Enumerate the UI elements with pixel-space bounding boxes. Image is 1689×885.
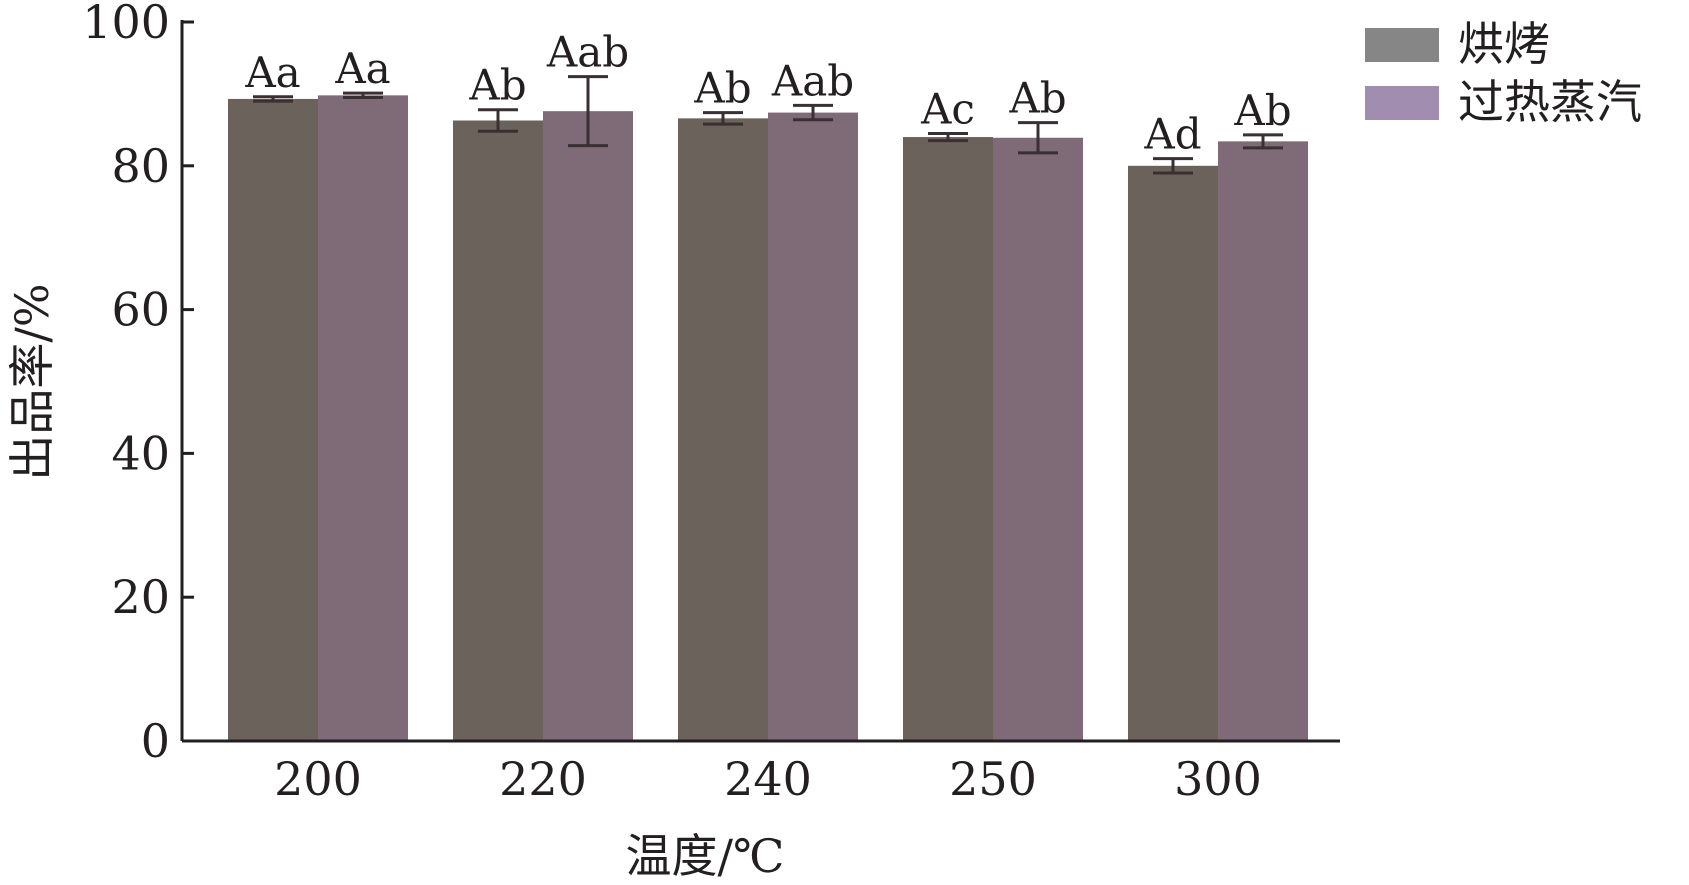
bar xyxy=(1128,165,1218,742)
bar xyxy=(903,137,993,742)
x-tick-label: 200 xyxy=(274,752,362,806)
significance-label: Aa xyxy=(244,48,300,97)
significance-labels-layer: Aa Ab Ab Ac Ad Aa Aab Aab Ab Ab xyxy=(244,28,1291,159)
y-tick-label: 0 xyxy=(141,714,170,768)
legend: 烘烤 过热蒸汽 xyxy=(1365,17,1642,129)
x-tick-label: 220 xyxy=(499,752,587,806)
significance-label: Ac xyxy=(920,84,975,133)
y-tick-label: 60 xyxy=(111,283,170,337)
legend-label-baking: 烘烤 xyxy=(1458,17,1550,71)
significance-label: Ab xyxy=(1008,74,1066,123)
legend-swatch-baking xyxy=(1365,28,1439,62)
significance-label: Ab xyxy=(1233,86,1291,135)
bar xyxy=(1218,141,1308,741)
significance-label: Ab xyxy=(468,61,526,110)
bar xyxy=(543,111,633,741)
y-axis-ticks: 0 20 40 60 80 100 xyxy=(82,0,194,768)
x-tick-label: 300 xyxy=(1174,752,1262,806)
significance-label: Aa xyxy=(334,44,390,93)
y-tick-label: 100 xyxy=(82,0,170,49)
significance-label: Ad xyxy=(1143,110,1201,159)
bar xyxy=(453,120,543,742)
significance-label: Ab xyxy=(693,64,751,113)
y-tick-label: 40 xyxy=(111,426,170,480)
x-tick-label: 240 xyxy=(724,752,812,806)
y-tick-label: 20 xyxy=(111,570,170,624)
x-axis-ticks: 200 220 240 250 300 xyxy=(274,752,1262,806)
bar xyxy=(228,98,318,742)
y-axis-title: 出品率/% xyxy=(5,283,59,480)
bar xyxy=(993,137,1083,741)
bar xyxy=(678,118,768,741)
significance-label: Aab xyxy=(546,28,629,77)
error-bars-layer xyxy=(253,75,1283,175)
x-axis-title: 温度/℃ xyxy=(626,829,785,883)
bars-layer xyxy=(228,95,1308,742)
y-tick-label: 80 xyxy=(111,139,170,193)
x-tick-label: 250 xyxy=(949,752,1037,806)
bar xyxy=(318,95,408,741)
significance-label: Aab xyxy=(771,56,854,105)
bar xyxy=(768,112,858,742)
legend-swatch-superheated-steam xyxy=(1365,86,1439,120)
legend-label-superheated-steam: 过热蒸汽 xyxy=(1458,75,1642,129)
